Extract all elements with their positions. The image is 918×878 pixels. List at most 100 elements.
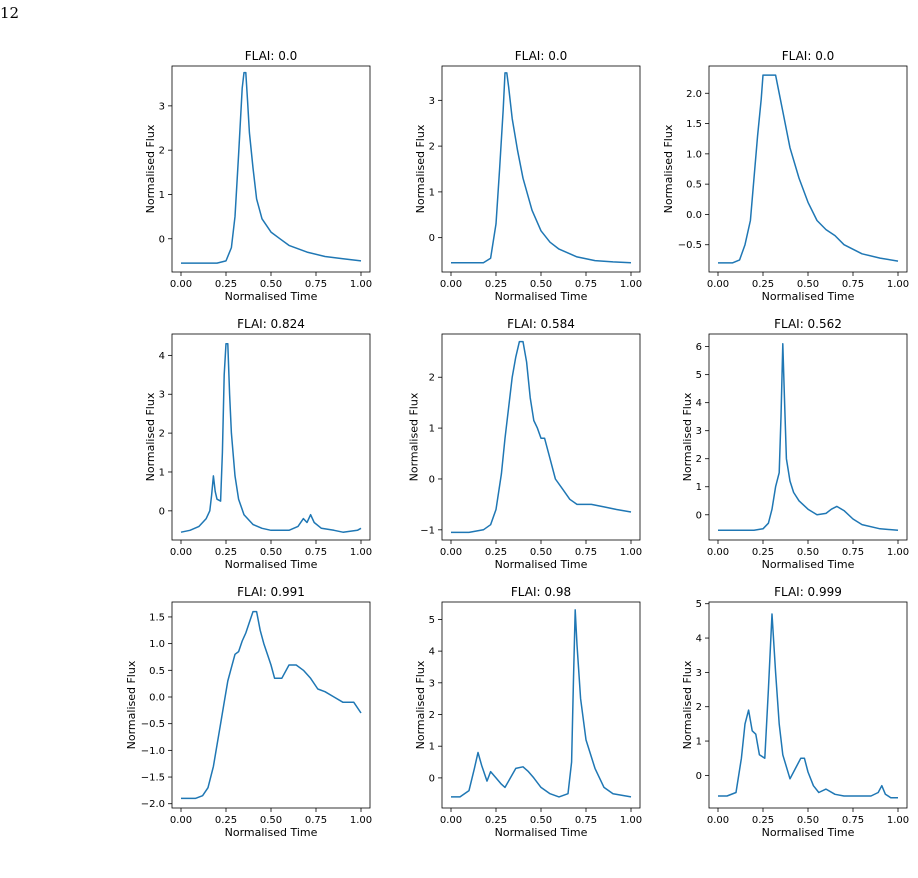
subplot-title: FLAI: 0.562 [774, 317, 842, 331]
x-tick-label: 0.00 [170, 279, 192, 290]
y-tick-label: 1 [696, 482, 702, 493]
subplot-3: FLAI: 0.0 0.00 0.25 0.50 0.75 1.00 −0.5 0.0 0.5 1… [662, 49, 909, 303]
y-tick-label: 0.0 [149, 692, 165, 703]
y-tick-label: −0.5 [141, 719, 165, 730]
y-tick-label: 5 [696, 370, 702, 381]
x-tick-label: 0.00 [707, 279, 729, 290]
y-tick-label: 4 [696, 634, 702, 645]
x-tick-label: 0.50 [530, 279, 552, 290]
y-tick-label: 3 [696, 426, 702, 437]
y-tick-label: 2 [159, 146, 165, 157]
y-tick-label: 0 [159, 234, 165, 245]
x-tick-label: 0.25 [215, 815, 237, 826]
y-tick-label: 4 [696, 398, 702, 409]
y-axis-label: Normalised Flux [414, 660, 427, 749]
x-tick-label: 0.25 [752, 279, 774, 290]
flux-curve [181, 610, 362, 800]
y-tick-label: 3 [159, 101, 165, 112]
y-tick-label: 1.0 [149, 639, 165, 650]
y-tick-label: 4 [429, 647, 435, 658]
y-tick-label: 3 [429, 96, 435, 107]
subplot-6: FLAI: 0.562 0.00 0.25 0.50 0.75 1.00 0 1 2 3 4 5 6 No… [681, 317, 909, 571]
x-tick-label: 1.00 [887, 815, 909, 826]
y-tick-label: 0 [696, 510, 702, 521]
y-tick-label: −0.5 [678, 240, 702, 251]
y-axis-label: Normalised Flux [681, 660, 694, 749]
y-tick-label: 0.0 [686, 210, 702, 221]
y-tick-label: 0.5 [686, 180, 702, 191]
axes-frame [171, 333, 371, 541]
subplot-2: FLAI: 0.0 0.00 0.25 0.50 0.75 1.00 0 1 2 3 Normali… [414, 49, 642, 303]
y-tick-label: 3 [429, 678, 435, 689]
y-tick-label: 1 [159, 467, 165, 478]
y-tick-label: 3 [159, 390, 165, 401]
subplot-title: FLAI: 0.584 [507, 317, 575, 331]
x-tick-label: 0.25 [485, 547, 507, 558]
y-tick-label: 0.5 [149, 666, 165, 677]
x-tick-label: 0.75 [842, 547, 864, 558]
x-tick-label: 1.00 [350, 547, 372, 558]
y-tick-label: 0 [159, 506, 165, 517]
y-tick-label: −1.5 [141, 773, 165, 784]
y-axis-label: Normalised Flux [408, 392, 421, 481]
x-axis-label: Normalised Time [225, 558, 318, 571]
x-tick-label: 1.00 [620, 547, 642, 558]
flux-curve [718, 343, 899, 531]
x-axis-label: Normalised Time [762, 558, 855, 571]
subplot-title: FLAI: 0.0 [515, 49, 568, 63]
y-tick-label: 1 [429, 187, 435, 198]
x-tick-label: 0.25 [752, 547, 774, 558]
x-tick-label: 1.00 [887, 279, 909, 290]
subplot-4: FLAI: 0.824 0.00 0.25 0.50 0.75 1.00 0 1 2 3 4 Norm… [144, 317, 372, 571]
x-tick-label: 0.00 [170, 815, 192, 826]
x-tick-label: 0.00 [440, 815, 462, 826]
x-tick-label: 0.00 [440, 279, 462, 290]
y-tick-label: 2 [429, 142, 435, 153]
flux-curve [451, 340, 632, 534]
subplot-8: FLAI: 0.98 0.00 0.25 0.50 0.75 1.00 0 1 2 3 4 5 Norm… [414, 585, 642, 839]
x-tick-label: 0.50 [797, 279, 819, 290]
y-tick-label: −1.0 [141, 746, 165, 757]
axes-frame [708, 65, 908, 273]
y-tick-label: 1 [429, 424, 435, 435]
y-axis-label: Normalised Flux [681, 392, 694, 481]
x-tick-label: 0.00 [440, 547, 462, 558]
x-tick-label: 0.25 [215, 547, 237, 558]
x-tick-label: 0.50 [260, 279, 282, 290]
y-axis-label: Normalised Flux [144, 124, 157, 213]
subplot-9: FLAI: 0.999 0.00 0.25 0.50 0.75 1.00 0 1 2 3 4 5 Nor… [681, 585, 909, 839]
y-tick-label: 1 [429, 742, 435, 753]
flux-curve [180, 342, 362, 533]
x-axis-label: Normalised Time [495, 558, 588, 571]
x-tick-label: 0.00 [170, 547, 192, 558]
y-axis-label: Normalised Flux [125, 660, 138, 749]
flux-curve [451, 72, 632, 264]
x-axis-label: Normalised Time [762, 826, 855, 839]
subplot-title: FLAI: 0.999 [774, 585, 842, 599]
y-axis-label: Normalised Flux [414, 124, 427, 213]
x-tick-label: 0.75 [575, 279, 597, 290]
x-tick-label: 0.75 [305, 815, 327, 826]
y-tick-label: 2 [696, 702, 702, 713]
y-tick-label: 1 [696, 737, 702, 748]
x-tick-label: 1.00 [350, 279, 372, 290]
x-axis-label: Normalised Time [225, 826, 318, 839]
x-axis-label: Normalised Time [225, 290, 318, 303]
x-tick-label: 0.50 [530, 547, 552, 558]
x-tick-label: 0.75 [305, 279, 327, 290]
y-tick-label: 2 [429, 710, 435, 721]
axes-frame [171, 65, 371, 273]
y-tick-label: 1.0 [686, 149, 702, 160]
subplot-title: FLAI: 0.98 [511, 585, 571, 599]
y-tick-label: 0 [429, 773, 435, 784]
x-tick-label: 0.00 [707, 547, 729, 558]
flux-curve [181, 71, 362, 264]
y-tick-label: 0 [429, 233, 435, 244]
y-tick-label: 3 [696, 668, 702, 679]
flux-curve [718, 613, 898, 799]
x-tick-label: 0.75 [842, 279, 864, 290]
x-tick-label: 0.25 [215, 279, 237, 290]
subplot-5: FLAI: 0.584 0.00 0.25 0.50 0.75 1.00 −1 0 1 2 Norm… [408, 317, 643, 571]
x-tick-label: 0.50 [260, 547, 282, 558]
